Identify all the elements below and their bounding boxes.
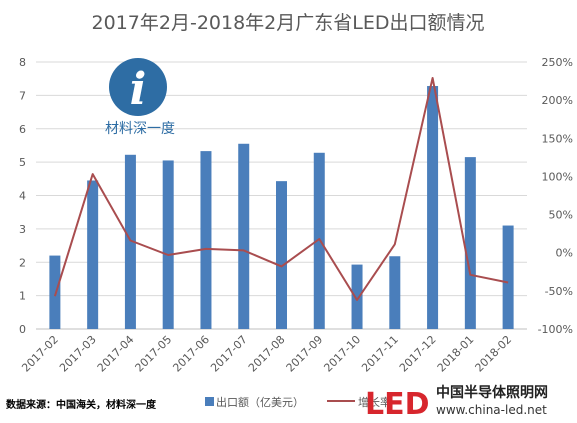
right-tick-label: 150% [542,132,573,145]
left-tick-label: 0 [19,323,26,336]
right-tick-label: 0% [556,247,573,260]
bar [200,151,212,329]
x-tick-label: 2017-12 [397,333,439,375]
right-axis: -100% -50% 0% 50% 100% 150% 200% 250% [538,56,573,336]
bar [238,143,250,329]
bar [389,256,401,329]
x-tick-label: 2017-04 [95,333,137,375]
bar [464,157,476,329]
right-tick-label: -50% [545,285,573,298]
x-tick-label: 2017-08 [246,333,288,375]
right-tick-label: -100% [538,323,573,336]
growth-line [53,77,509,301]
bar [162,160,174,329]
chart-title: 2017年2月-2018年2月广东省LED出口额情况 [92,12,485,34]
bar [313,152,325,329]
bar [502,225,514,329]
right-tick-label: 100% [542,170,573,183]
right-tick-label: 50% [549,209,573,222]
left-tick-label: 4 [19,190,26,203]
cailiao-logo-circle [109,58,167,116]
bar [124,154,136,329]
left-tick-label: 2 [19,256,26,269]
source-note: 数据来源：中国海关，材料深一度 [6,398,157,411]
brand-url: www.china-led.net [436,403,547,417]
x-tick-label: 2017-07 [208,333,250,375]
cailiao-logo-text: 材料深一度 [105,121,175,137]
left-tick-label: 3 [19,223,26,236]
brand-name: 中国半导体照明网 [436,384,548,401]
bar [351,264,363,329]
cailiao-logo: i 材料深一度 [105,58,175,137]
line-series [53,77,509,301]
left-axis: 0 1 2 3 4 5 6 7 8 [19,56,26,336]
left-tick-label: 1 [19,290,26,303]
left-tick-label: 6 [19,123,26,136]
x-tick-label: 2017-05 [133,333,175,375]
bar-series [49,86,514,329]
bar [49,255,61,329]
right-tick-label: 250% [542,56,573,69]
bar [427,86,439,329]
x-tick-label: 2017-10 [321,333,363,375]
x-tick-label: 2017-02 [19,333,61,375]
x-tick-label: 2017-11 [359,333,401,375]
x-tick-label: 2017-09 [284,333,326,375]
x-tick-label: 2017-06 [170,333,212,375]
legend-bar-swatch [205,397,214,406]
left-tick-label: 8 [19,56,26,69]
legend: 出口额（亿美元） 增长率 [205,395,391,409]
bar [276,181,287,329]
legend-line-label: 增长率 [358,395,391,409]
led-logo: LED [365,387,430,422]
bar [87,180,99,329]
right-tick-label: 200% [542,94,573,107]
left-tick-label: 5 [19,156,26,169]
x-tick-label: 2018-01 [435,333,477,375]
x-tick-label: 2017-03 [57,333,99,375]
left-tick-label: 7 [19,89,26,102]
led-watermark: LED 中国半导体照明网 www.china-led.net [365,384,548,422]
x-axis: 2017-022017-032017-042017-052017-062017-… [19,333,514,375]
x-tick-label: 2018-02 [473,333,515,375]
cailiao-logo-letter: i [130,64,147,115]
legend-bar-label: 出口额（亿美元） [216,395,304,409]
